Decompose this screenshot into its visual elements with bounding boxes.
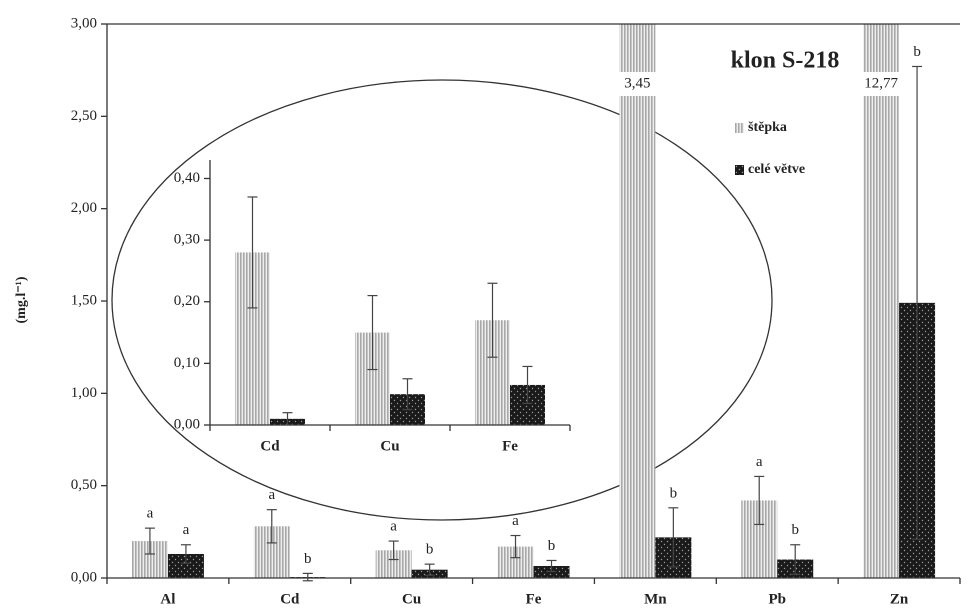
x-tick-label: Zn bbox=[890, 591, 909, 607]
x-tick-label: Cu bbox=[380, 438, 399, 454]
error-bar bbox=[266, 509, 277, 544]
y-tick-label: 0,10 bbox=[174, 355, 200, 371]
x-tick-label: Fe bbox=[526, 591, 542, 607]
error-bar bbox=[912, 65, 923, 540]
significance-letter: a bbox=[756, 454, 763, 470]
legend-label: štěpka bbox=[748, 120, 787, 135]
value-label: 3,45 bbox=[624, 75, 650, 91]
error-bar bbox=[668, 507, 679, 568]
y-tick-label: 3,00 bbox=[71, 15, 97, 31]
error-bar bbox=[790, 544, 801, 575]
error-bar bbox=[302, 572, 313, 582]
y-tick-label: 2,50 bbox=[71, 108, 97, 124]
y-tick-label: 1,50 bbox=[71, 292, 97, 308]
y-tick-label: 0,00 bbox=[174, 416, 200, 432]
significance-letter: b bbox=[548, 538, 556, 554]
legend-label: celé větve bbox=[748, 162, 805, 177]
plot-area bbox=[235, 252, 545, 425]
significance-letter: b bbox=[670, 485, 678, 501]
x-tick-label: Al bbox=[160, 591, 175, 607]
y-tick-label: 0,20 bbox=[174, 293, 200, 309]
error-bar bbox=[247, 196, 258, 309]
y-tick-label: 0,00 bbox=[71, 569, 97, 585]
x-tick-label: Mn bbox=[644, 591, 667, 607]
y-tick-label: 0,30 bbox=[174, 232, 200, 248]
axis-break bbox=[862, 72, 901, 96]
significance-letter: a bbox=[147, 506, 154, 522]
y-tick-label: 2,00 bbox=[71, 200, 97, 216]
x-tick-label: Cd bbox=[280, 591, 300, 607]
error-bar bbox=[367, 294, 378, 371]
y-axis-label: (mg.l⁻¹) bbox=[14, 276, 29, 323]
x-tick-label: Fe bbox=[502, 438, 518, 454]
x-tick-label: Cu bbox=[402, 591, 421, 607]
error-bar bbox=[144, 527, 155, 555]
legend-swatch bbox=[735, 165, 744, 175]
significance-letter: b bbox=[913, 44, 921, 60]
legend-swatch bbox=[735, 123, 744, 133]
error-bar bbox=[180, 544, 191, 564]
error-bar bbox=[510, 534, 521, 559]
inset-frame bbox=[111, 79, 773, 521]
y-tick-label: 1,00 bbox=[71, 385, 97, 401]
error-bar bbox=[522, 365, 533, 405]
significance-letter: a bbox=[390, 519, 397, 535]
significance-letter: b bbox=[791, 522, 799, 538]
y-tick-label: 0,50 bbox=[71, 477, 97, 493]
value-label: 12,77 bbox=[864, 75, 898, 91]
x-tick-label: Cd bbox=[260, 438, 280, 454]
error-bar bbox=[487, 282, 498, 358]
error-bar bbox=[282, 412, 293, 426]
significance-letter: a bbox=[268, 487, 275, 503]
error-bar bbox=[754, 475, 765, 526]
bar bbox=[619, 24, 656, 578]
bar bbox=[863, 24, 900, 578]
significance-letter: a bbox=[183, 522, 190, 538]
error-bar bbox=[546, 559, 557, 573]
chart-title: klon S-218 bbox=[731, 48, 840, 74]
error-bar bbox=[402, 378, 413, 411]
axis-break bbox=[618, 72, 657, 96]
significance-letter: b bbox=[304, 551, 312, 567]
significance-letter: b bbox=[426, 542, 434, 558]
error-bar bbox=[424, 563, 435, 576]
significance-letter: a bbox=[512, 513, 519, 529]
error-bar bbox=[388, 540, 399, 561]
x-tick-label: Pb bbox=[768, 591, 786, 607]
y-tick-label: 0,40 bbox=[174, 170, 200, 186]
